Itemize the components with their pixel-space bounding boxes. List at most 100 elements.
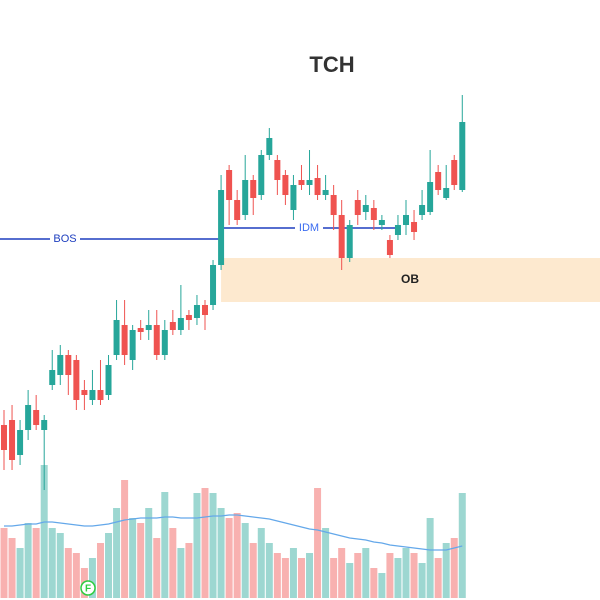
candle-body (411, 222, 418, 232)
volume-bar (434, 558, 442, 598)
candle-body (97, 390, 104, 400)
volume-bar (378, 573, 386, 598)
volume-bar (442, 543, 450, 598)
candle-body (242, 180, 249, 215)
candle-body (338, 215, 345, 258)
volume-bar (346, 563, 354, 598)
volume-bar (129, 518, 137, 598)
volume-bar (96, 543, 104, 598)
volume-bar (322, 528, 330, 598)
volume-bar (40, 465, 48, 598)
volume-bar (121, 480, 129, 598)
volume-bar (32, 528, 40, 598)
candle-body (234, 200, 241, 220)
volume-bar (418, 563, 426, 598)
candle-body (258, 155, 265, 195)
volume-bar (105, 533, 113, 598)
volume-bar (72, 553, 80, 598)
order-block-label: OB (401, 272, 419, 286)
candle-body (1, 425, 7, 450)
volume-bar (354, 553, 362, 598)
volume-bar (426, 518, 434, 598)
bos-label-bg (50, 232, 80, 246)
candle-body (73, 360, 80, 400)
candle-body (17, 430, 24, 455)
candle-body (330, 195, 337, 215)
candle-body (306, 180, 313, 185)
candle-body (129, 330, 136, 360)
candle-body (314, 178, 321, 195)
candle-body (169, 322, 176, 330)
candle-body (226, 170, 233, 200)
candle-body (298, 180, 305, 185)
volume-bar (362, 548, 370, 598)
volume-bar (281, 558, 289, 598)
volume-bar (370, 568, 378, 598)
candle-body (113, 320, 120, 355)
volume-bar (161, 492, 169, 598)
candle-body (89, 390, 96, 400)
volume-ma-line (4, 514, 463, 551)
volume-bar (88, 558, 96, 598)
volume-bar (64, 548, 72, 598)
volume-bar (273, 553, 281, 598)
candle-body (137, 328, 144, 332)
candle-body (403, 215, 409, 225)
candle-body (33, 410, 40, 425)
candle-body (81, 390, 88, 395)
candle-body (282, 175, 289, 195)
candle-body (346, 225, 353, 258)
candle-body (57, 355, 64, 375)
volume-bar (193, 493, 201, 598)
candle-body (362, 205, 369, 212)
volume-bar (233, 513, 241, 598)
volume-bar (145, 508, 153, 598)
volume-bar (113, 508, 121, 598)
candle-body (193, 305, 200, 318)
volume-bar (338, 548, 346, 598)
candle-body (322, 190, 329, 195)
candle-body (41, 420, 48, 430)
volume-bar (450, 538, 458, 598)
volume-bar (185, 543, 193, 598)
candle-body (153, 325, 160, 355)
volume-bar (314, 488, 322, 598)
candle-body (427, 182, 434, 212)
candle-body (419, 205, 426, 215)
volume-bar (241, 523, 249, 598)
candle-body (354, 200, 361, 215)
volume-bar (402, 548, 410, 598)
volume-bar (225, 518, 233, 598)
candle-body (177, 318, 184, 330)
idm-label: IDM (299, 222, 319, 234)
volume-bar (169, 528, 177, 598)
candle-body (274, 160, 281, 180)
bos-label: BOS (53, 233, 76, 245)
candle-body (65, 355, 72, 375)
flag-label: F (85, 584, 91, 595)
volume-bar (289, 548, 297, 598)
candle-body (210, 265, 217, 305)
volume-bar (265, 543, 273, 598)
candle-body (386, 240, 393, 255)
volume-bar (201, 488, 209, 598)
candle-body (145, 325, 152, 330)
candle-body (451, 160, 458, 185)
candle-body (378, 220, 385, 225)
candle-body (370, 208, 377, 220)
candle-body (394, 225, 401, 235)
candle-body (185, 315, 192, 320)
order-block (221, 258, 600, 302)
candle-body (25, 405, 32, 430)
volume-bar (410, 553, 418, 598)
volume-bar (386, 553, 394, 598)
volume-bar (209, 493, 217, 598)
volume-bar (458, 493, 466, 598)
flag-marker (80, 580, 96, 596)
volume-bar (137, 523, 145, 598)
volume-bar (56, 533, 64, 598)
volume-bar (48, 528, 56, 598)
candle-body (290, 185, 297, 210)
volume-bar (297, 558, 305, 598)
